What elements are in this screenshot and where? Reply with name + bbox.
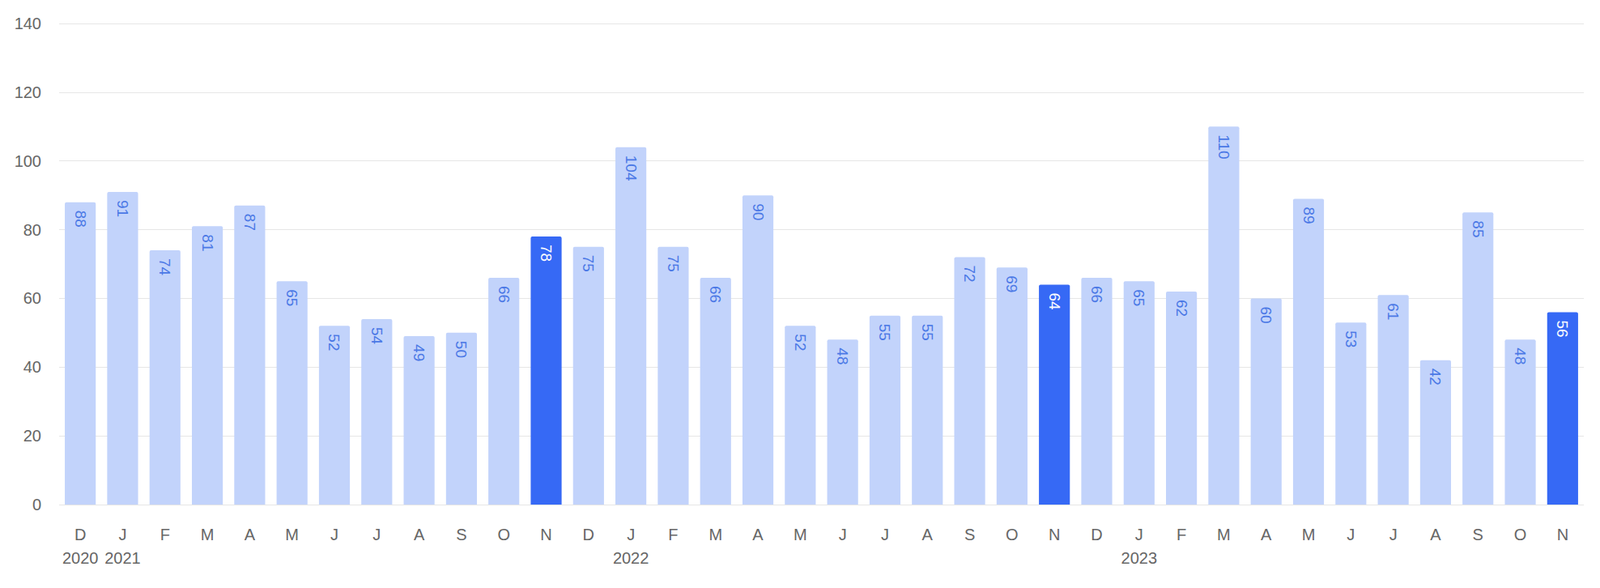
svg-text:0: 0 bbox=[32, 495, 42, 514]
svg-text:A: A bbox=[244, 525, 256, 544]
svg-text:74: 74 bbox=[156, 258, 174, 277]
svg-text:60: 60 bbox=[1257, 306, 1275, 324]
svg-text:A: A bbox=[413, 525, 426, 544]
svg-text:N: N bbox=[1048, 525, 1060, 544]
svg-text:56: 56 bbox=[1553, 319, 1571, 337]
svg-text:55: 55 bbox=[919, 323, 937, 341]
svg-text:S: S bbox=[455, 525, 467, 544]
svg-text:A: A bbox=[1429, 525, 1442, 544]
svg-text:J: J bbox=[330, 525, 339, 544]
svg-text:54: 54 bbox=[368, 327, 386, 345]
svg-text:78: 78 bbox=[537, 244, 555, 262]
svg-text:89: 89 bbox=[1300, 206, 1318, 224]
svg-text:48: 48 bbox=[834, 347, 852, 365]
svg-text:40: 40 bbox=[23, 357, 42, 376]
svg-text:M: M bbox=[200, 525, 215, 544]
svg-text:85: 85 bbox=[1469, 220, 1487, 238]
svg-text:2022: 2022 bbox=[612, 548, 650, 567]
svg-text:2020: 2020 bbox=[62, 548, 99, 567]
svg-text:52: 52 bbox=[791, 333, 809, 351]
svg-text:88: 88 bbox=[72, 210, 90, 228]
svg-text:A: A bbox=[922, 525, 934, 544]
svg-text:66: 66 bbox=[1088, 285, 1106, 303]
svg-text:72: 72 bbox=[961, 265, 979, 283]
svg-text:69: 69 bbox=[1003, 275, 1021, 293]
svg-text:65: 65 bbox=[1130, 289, 1148, 307]
svg-text:S: S bbox=[1472, 525, 1484, 544]
svg-text:N: N bbox=[1557, 525, 1569, 544]
svg-text:62: 62 bbox=[1173, 299, 1191, 317]
svg-text:J: J bbox=[626, 525, 635, 544]
svg-text:110: 110 bbox=[1215, 134, 1233, 159]
svg-text:140: 140 bbox=[14, 14, 42, 33]
svg-text:M: M bbox=[1217, 525, 1231, 544]
svg-text:D: D bbox=[74, 525, 86, 544]
svg-text:66: 66 bbox=[706, 285, 724, 303]
svg-text:100: 100 bbox=[14, 152, 42, 171]
svg-text:52: 52 bbox=[325, 333, 343, 351]
svg-text:J: J bbox=[1346, 525, 1355, 544]
svg-text:2021: 2021 bbox=[104, 548, 141, 567]
svg-text:J: J bbox=[372, 525, 381, 544]
svg-text:M: M bbox=[708, 525, 723, 544]
svg-text:N: N bbox=[540, 525, 552, 544]
svg-text:66: 66 bbox=[495, 285, 513, 303]
svg-text:91: 91 bbox=[114, 200, 132, 218]
svg-text:F: F bbox=[1176, 525, 1187, 544]
svg-text:48: 48 bbox=[1511, 347, 1529, 365]
svg-text:2023: 2023 bbox=[1121, 548, 1158, 567]
svg-text:F: F bbox=[160, 525, 171, 544]
svg-text:64: 64 bbox=[1046, 292, 1064, 311]
svg-text:61: 61 bbox=[1384, 302, 1402, 320]
svg-text:O: O bbox=[497, 525, 511, 544]
svg-text:20: 20 bbox=[23, 426, 42, 445]
svg-text:O: O bbox=[1514, 525, 1528, 544]
svg-text:A: A bbox=[1260, 525, 1273, 544]
svg-text:J: J bbox=[880, 525, 890, 544]
svg-text:80: 80 bbox=[23, 221, 42, 239]
svg-text:75: 75 bbox=[664, 255, 682, 273]
svg-text:81: 81 bbox=[199, 234, 217, 252]
svg-text:104: 104 bbox=[622, 155, 640, 182]
svg-text:J: J bbox=[1389, 525, 1398, 544]
svg-text:M: M bbox=[793, 525, 808, 544]
svg-text:M: M bbox=[285, 525, 299, 544]
svg-text:J: J bbox=[118, 525, 127, 544]
svg-text:D: D bbox=[582, 525, 595, 544]
svg-text:49: 49 bbox=[410, 344, 428, 362]
svg-text:J: J bbox=[1135, 525, 1144, 544]
svg-text:S: S bbox=[964, 525, 975, 544]
svg-text:75: 75 bbox=[579, 255, 597, 273]
svg-text:A: A bbox=[752, 525, 764, 544]
svg-text:M: M bbox=[1302, 525, 1316, 544]
svg-text:55: 55 bbox=[876, 323, 894, 341]
svg-text:O: O bbox=[1005, 525, 1019, 544]
svg-text:F: F bbox=[668, 525, 678, 544]
svg-text:D: D bbox=[1090, 525, 1103, 544]
svg-text:42: 42 bbox=[1426, 368, 1444, 386]
svg-text:50: 50 bbox=[452, 340, 470, 358]
svg-text:87: 87 bbox=[241, 213, 259, 231]
svg-text:J: J bbox=[838, 525, 847, 544]
svg-text:60: 60 bbox=[23, 289, 42, 307]
svg-text:90: 90 bbox=[749, 203, 767, 221]
svg-text:53: 53 bbox=[1342, 330, 1360, 348]
svg-text:120: 120 bbox=[14, 83, 42, 102]
svg-text:65: 65 bbox=[283, 289, 301, 307]
